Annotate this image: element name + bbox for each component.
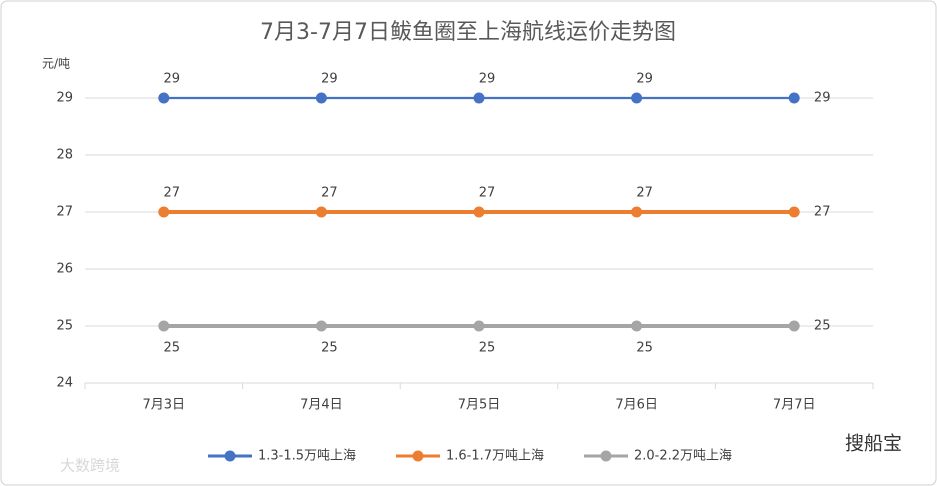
data-point	[158, 320, 170, 332]
y-tick-label: 25	[56, 319, 73, 334]
x-tick-label: 7月6日	[615, 398, 658, 413]
data-point	[158, 92, 170, 104]
data-point	[315, 92, 327, 104]
data-point	[788, 320, 800, 332]
data-point	[473, 320, 485, 332]
x-tick-label: 7月3日	[143, 398, 186, 413]
data-point	[631, 206, 643, 218]
chart-title: 7月3-7月7日鲅鱼圈至上海航线运价走势图	[260, 20, 676, 45]
y-tick-label: 24	[56, 376, 73, 391]
y-tick-label: 26	[56, 262, 73, 277]
data-point	[158, 206, 170, 218]
data-point	[631, 320, 643, 332]
data-label: 27	[814, 205, 831, 220]
x-tick-label: 7月7日	[773, 398, 816, 413]
x-tick-label: 7月5日	[458, 398, 501, 413]
legend-marker	[412, 450, 424, 462]
data-point	[473, 206, 485, 218]
data-label: 25	[814, 319, 831, 334]
legend-marker	[224, 450, 236, 462]
watermark: 搜船宝	[845, 433, 902, 455]
data-label: 29	[479, 72, 496, 87]
data-point	[473, 92, 485, 104]
data-point	[315, 206, 327, 218]
legend-marker	[600, 450, 612, 462]
legend-label: 2.0-2.2万吨上海	[634, 449, 732, 464]
data-label: 29	[814, 91, 831, 106]
data-point	[315, 320, 327, 332]
legend-label: 1.6-1.7万吨上海	[446, 449, 544, 464]
data-label: 27	[321, 186, 338, 201]
data-label: 25	[321, 341, 338, 356]
legend-label: 1.3-1.5万吨上海	[258, 449, 356, 464]
y-tick-label: 28	[56, 148, 73, 163]
data-point	[788, 206, 800, 218]
data-label: 27	[164, 186, 181, 201]
data-label: 29	[164, 72, 181, 87]
data-label: 27	[479, 186, 496, 201]
data-label: 29	[636, 72, 653, 87]
y-tick-label: 27	[56, 205, 73, 220]
data-label: 25	[636, 341, 653, 356]
data-label: 29	[321, 72, 338, 87]
data-point	[788, 92, 800, 104]
x-tick-label: 7月4日	[300, 398, 343, 413]
y-axis-label: 元/吨	[42, 57, 70, 71]
watermark: 大数跨境	[60, 457, 120, 475]
data-label: 25	[479, 341, 496, 356]
y-tick-label: 29	[56, 91, 73, 106]
data-label: 25	[164, 341, 181, 356]
data-point	[631, 92, 643, 104]
data-label: 27	[636, 186, 653, 201]
